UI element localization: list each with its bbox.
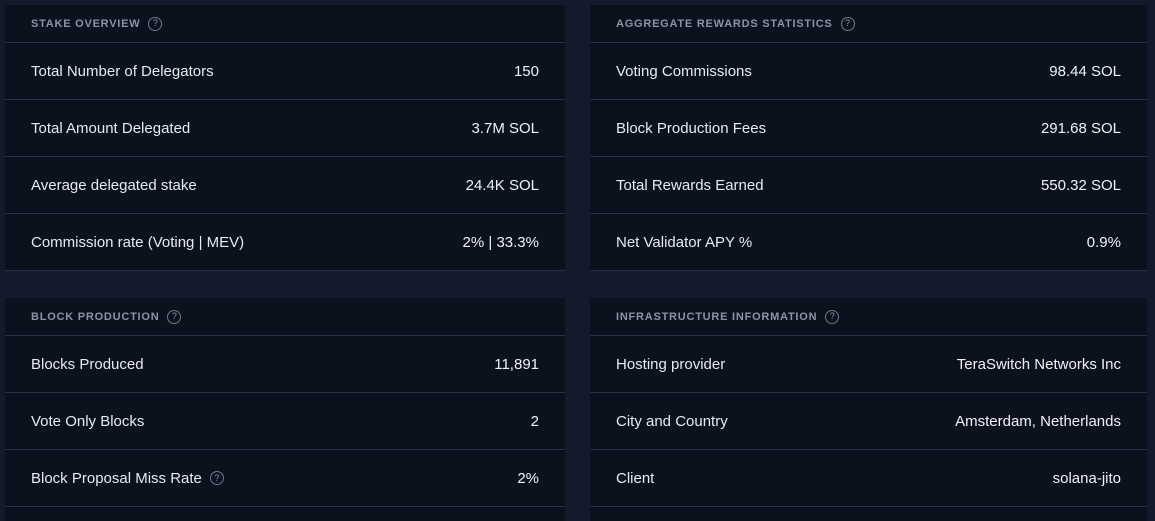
help-icon[interactable]: ? [825,309,840,324]
stat-row: Total Amount Delegated 3.7M SOL [5,100,565,157]
stat-row: Voting Commissions 98.44 SOL [590,43,1147,100]
panel-header: Block Production ? [5,298,565,336]
stat-row: Net Validator APY % 0.9% [590,214,1147,271]
stat-row: Total Rewards Earned 550.32 SOL [590,157,1147,214]
panel-header: Aggregate Rewards Statistics ? [590,5,1147,43]
stat-row: Block Proposal Miss Rate ? 2% [5,450,565,507]
stat-label: City and Country [616,412,728,430]
help-icon[interactable]: ? [209,471,224,485]
stat-label: Hosting provider [616,355,726,373]
stat-value: 2% [517,469,539,487]
stat-row: Average delegated stake 24.4K SOL [5,157,565,214]
stat-value: 2 [530,412,539,430]
stat-row: Client solana-jito [590,450,1147,507]
stat-row: Blocks Produced 11,891 [5,336,565,393]
panel-title: Stake Overview [31,17,141,30]
stat-value: 11,891 [494,355,539,373]
panel-title: Infrastructure Information [616,310,818,323]
stat-value: 0.9% [1086,233,1121,251]
stat-value: 150 [513,62,539,80]
stat-label-group: Block Proposal Miss Rate ? [31,470,224,487]
stat-value: solana-jito [1052,469,1121,487]
stat-label: Net Validator APY % [616,233,753,251]
stat-value: 98.44 SOL [1049,62,1121,80]
stat-row: City and Country Amsterdam, Netherlands [590,393,1147,450]
stat-value: 2% | 33.3% [462,233,539,251]
stat-row: Total Number of Delegators 150 [5,43,565,100]
stat-value: 291.68 SOL [1040,119,1121,137]
panel-aggregate-rewards: Aggregate Rewards Statistics ? Voting Co… [590,5,1147,271]
stat-row: Hosting provider TeraSwitch Networks Inc [590,336,1147,393]
help-icon[interactable]: ? [148,16,163,31]
help-icon[interactable]: ? [840,16,855,31]
panel-stake-overview: Stake Overview ? Total Number of Delegat… [5,5,565,271]
panel-block-production: Block Production ? Blocks Produced 11,89… [5,298,565,521]
stat-label: Total Amount Delegated [31,119,191,137]
stat-row: Commission rate (Voting | MEV) 2% | 33.3… [5,214,565,271]
stat-label: Total Rewards Earned [616,176,764,194]
stat-label: Block Proposal Miss Rate [31,469,202,487]
stat-label: Blocks Produced [31,355,144,373]
panel-header: Stake Overview ? [5,5,565,43]
question-mark: ? [171,311,177,321]
stat-value: TeraSwitch Networks Inc [956,355,1121,373]
panel-title: Block Production [31,310,160,323]
stat-value: 24.4K SOL [465,176,539,194]
question-mark: ? [214,472,220,483]
question-mark: ? [845,18,851,28]
stat-label: Commission rate (Voting | MEV) [31,233,245,251]
stat-label: Total Number of Delegators [31,62,214,80]
help-icon[interactable]: ? [167,309,182,324]
panel-header: Infrastructure Information ? [590,298,1147,336]
question-mark: ? [152,18,158,28]
stat-label: Block Production Fees [616,119,767,137]
stat-value: 3.7M SOL [471,119,539,137]
stat-value: Amsterdam, Netherlands [955,412,1121,430]
stat-label: Voting Commissions [616,62,752,80]
panel-title: Aggregate Rewards Statistics [616,17,833,30]
question-mark: ? [829,311,835,321]
stat-row: Block Production Fees 291.68 SOL [590,100,1147,157]
panel-infrastructure-information: Infrastructure Information ? Hosting pro… [590,298,1147,521]
stat-row: Vote Only Blocks 2 [5,393,565,450]
stat-value: 550.32 SOL [1040,176,1121,194]
stat-label: Vote Only Blocks [31,412,145,430]
stat-label: Average delegated stake [31,176,197,194]
stat-label: Client [616,469,655,487]
